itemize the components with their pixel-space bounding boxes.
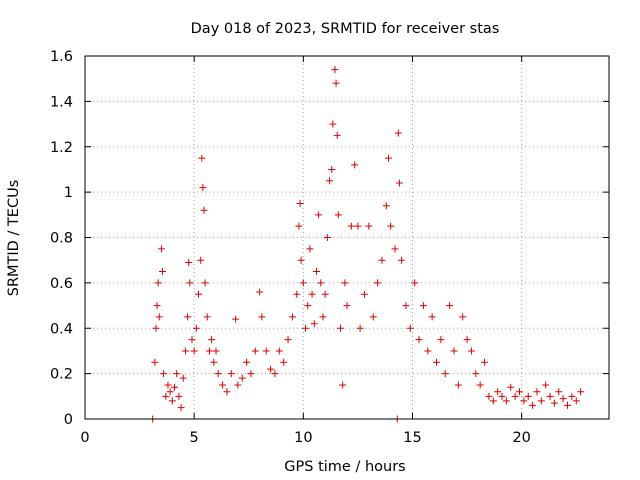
y-tick-label: 0.6 bbox=[50, 276, 73, 292]
y-axis-label: SRMTID / TECUs bbox=[6, 180, 22, 297]
x-tick-label: 10 bbox=[294, 430, 312, 446]
y-tick-label: 0.2 bbox=[50, 367, 73, 383]
y-tick-label: 0.4 bbox=[50, 321, 73, 337]
chart-canvas: Day 018 of 2023, SRMTID for receiver sta… bbox=[0, 0, 640, 480]
x-tick-label: 5 bbox=[190, 430, 199, 446]
plot-area bbox=[85, 56, 609, 419]
x-tick-label: 15 bbox=[403, 430, 421, 446]
chart-title: Day 018 of 2023, SRMTID for receiver sta… bbox=[191, 21, 500, 37]
y-tick-label: 1.4 bbox=[50, 94, 73, 110]
y-tick-label: 0 bbox=[64, 412, 73, 428]
y-tick-label: 1 bbox=[64, 185, 73, 201]
x-tick-label: 0 bbox=[80, 430, 89, 446]
y-tick-label: 1.6 bbox=[50, 49, 73, 65]
x-tick-label: 20 bbox=[512, 430, 530, 446]
x-axis-label: GPS time / hours bbox=[284, 459, 405, 475]
y-tick-label: 1.2 bbox=[50, 140, 73, 156]
y-tick-label: 0.8 bbox=[50, 231, 73, 247]
